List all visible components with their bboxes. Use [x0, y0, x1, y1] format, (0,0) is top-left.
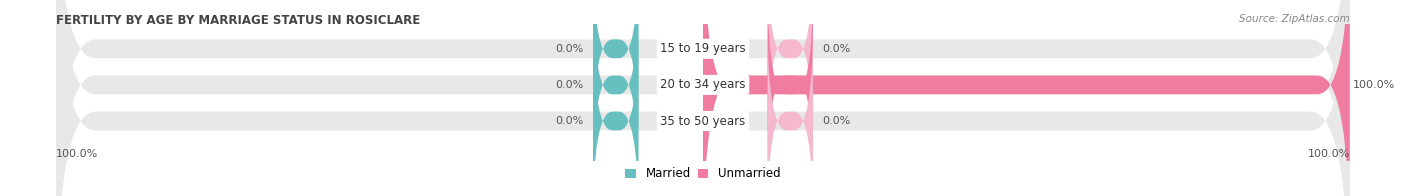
Text: 100.0%: 100.0% — [1308, 149, 1350, 159]
Text: 0.0%: 0.0% — [555, 44, 583, 54]
Text: 35 to 50 years: 35 to 50 years — [661, 114, 745, 128]
Text: FERTILITY BY AGE BY MARRIAGE STATUS IN ROSICLARE: FERTILITY BY AGE BY MARRIAGE STATUS IN R… — [56, 14, 420, 27]
Text: Source: ZipAtlas.com: Source: ZipAtlas.com — [1239, 14, 1350, 24]
FancyBboxPatch shape — [593, 0, 638, 148]
FancyBboxPatch shape — [768, 0, 813, 148]
FancyBboxPatch shape — [56, 0, 1350, 196]
FancyBboxPatch shape — [703, 0, 1350, 196]
Text: 100.0%: 100.0% — [1353, 80, 1395, 90]
FancyBboxPatch shape — [56, 0, 1350, 196]
Legend: Married, Unmarried: Married, Unmarried — [620, 162, 786, 185]
Text: 100.0%: 100.0% — [56, 149, 98, 159]
Text: 0.0%: 0.0% — [823, 44, 851, 54]
Text: 0.0%: 0.0% — [823, 116, 851, 126]
Text: 20 to 34 years: 20 to 34 years — [661, 78, 745, 91]
FancyBboxPatch shape — [56, 0, 1350, 196]
Text: 0.0%: 0.0% — [555, 80, 583, 90]
FancyBboxPatch shape — [593, 22, 638, 196]
FancyBboxPatch shape — [768, 0, 813, 184]
Text: 15 to 19 years: 15 to 19 years — [661, 42, 745, 55]
FancyBboxPatch shape — [768, 22, 813, 196]
FancyBboxPatch shape — [593, 0, 638, 184]
Text: 0.0%: 0.0% — [555, 116, 583, 126]
